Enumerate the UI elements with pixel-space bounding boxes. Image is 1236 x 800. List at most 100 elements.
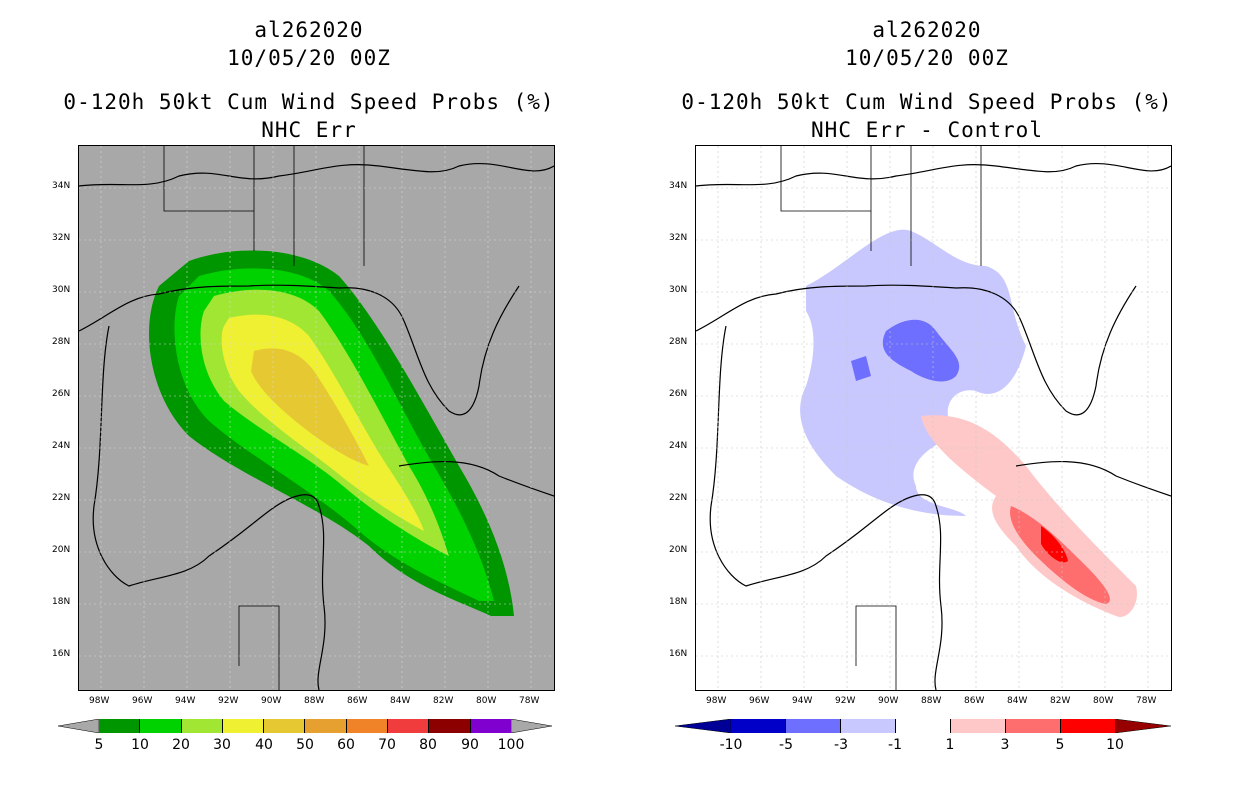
colorbar (99, 719, 511, 733)
lon-label: 86W (347, 696, 368, 706)
colorbar (731, 719, 1115, 733)
colorbar-label: -10 (719, 737, 743, 753)
colorbar-swatch (841, 719, 896, 733)
lon-label: 80W (1093, 696, 1114, 706)
lon-label: 78W (519, 696, 540, 706)
colorbar-label: 3 (1000, 737, 1010, 753)
colorbar-swatch (951, 719, 1006, 733)
lon-label: 98W (706, 696, 727, 706)
colorbar-swatch (305, 719, 347, 733)
lat-label: 28N (669, 337, 688, 347)
colorbar-swatch (346, 719, 389, 733)
lat-label: 16N (669, 649, 688, 659)
right-panel: al262020 10/05/20 00Z 0-120h 50kt Cum Wi… (618, 0, 1236, 800)
colorbar-swatch (731, 719, 786, 733)
lon-label: 84W (1007, 696, 1028, 706)
lon-label: 80W (476, 696, 497, 706)
colorbar-swatch (1006, 719, 1061, 733)
lat-label: 20N (52, 545, 71, 555)
lon-label: 98W (89, 696, 110, 706)
colorbar-label: -3 (834, 737, 848, 753)
lat-label: 26N (52, 389, 71, 399)
colorbar-swatch (470, 719, 511, 733)
colorbar-label: 100 (497, 737, 525, 753)
colorbar-label: 10 (131, 737, 149, 753)
lat-label: 34N (669, 181, 688, 191)
lon-label: 82W (1050, 696, 1071, 706)
plot-title: 0-120h 50kt Cum Wind Speed Probs (%) (681, 90, 1173, 114)
lon-label: 82W (433, 696, 454, 706)
colorbar-swatch (222, 719, 265, 733)
colorbar-swatch (1061, 719, 1115, 733)
colorbar-label: 40 (255, 737, 273, 753)
datetime: 10/05/20 00Z (845, 46, 1009, 70)
colorbar-swatch (786, 719, 841, 733)
lat-label: 18N (52, 597, 71, 607)
lat-label: 32N (669, 233, 688, 243)
lat-label: 30N (52, 285, 71, 295)
colorbar-label: 70 (378, 737, 396, 753)
lon-label: 96W (132, 696, 153, 706)
diff-contour-neg-light (800, 229, 1026, 516)
lat-label: 24N (52, 441, 71, 451)
lat-label: 16N (52, 649, 71, 659)
lon-label: 94W (792, 696, 813, 706)
lat-label: 32N (52, 233, 71, 243)
plot-subtitle: NHC Err (261, 118, 357, 142)
lon-label: 84W (390, 696, 411, 706)
colorbar-arrow-high (511, 719, 552, 733)
lon-label: 88W (921, 696, 942, 706)
lon-label: 92W (218, 696, 239, 706)
state-borders (780, 146, 982, 690)
colorbar-swatch (181, 719, 223, 733)
state-borders (163, 146, 365, 690)
colorbar-label: 90 (461, 737, 479, 753)
lat-label: 22N (52, 493, 71, 503)
lon-label: 96W (749, 696, 770, 706)
storm-id: al262020 (254, 18, 364, 42)
prob-contour-40 (251, 348, 369, 466)
storm-id: al262020 (872, 18, 982, 42)
lat-label: 22N (669, 493, 688, 503)
lat-label: 24N (669, 441, 688, 451)
colorbar-label: 30 (213, 737, 231, 753)
colorbar-label: 10 (1106, 737, 1124, 753)
lat-label: 28N (52, 337, 71, 347)
lat-label: 30N (669, 285, 688, 295)
colorbar-swatch (896, 719, 951, 733)
colorbar-label: 5 (94, 737, 104, 753)
colorbar-arrow-low (58, 719, 99, 733)
plot-subtitle: NHC Err - Control (811, 118, 1043, 142)
colorbar-swatch (99, 719, 141, 733)
colorbar-swatch (264, 719, 306, 733)
diff-contour-pos-high (1041, 526, 1068, 563)
colorbar-label: -1 (888, 737, 902, 753)
lat-label: 26N (669, 389, 688, 399)
colorbar-label: 50 (296, 737, 314, 753)
colorbar-swatch (388, 719, 430, 733)
lat-label: 34N (52, 181, 71, 191)
lon-label: 88W (304, 696, 325, 706)
datetime: 10/05/20 00Z (227, 46, 391, 70)
lon-label: 90W (261, 696, 282, 706)
colorbar-label: 5 (1055, 737, 1065, 753)
coastline (79, 162, 554, 690)
left-panel: al262020 10/05/20 00Z 0-120h 50kt Cum Wi… (52, 18, 555, 753)
colorbar-label: 80 (419, 737, 437, 753)
colorbar-label: 20 (172, 737, 190, 753)
lon-label: 94W (175, 696, 196, 706)
colorbar-arrow-low (675, 719, 731, 733)
diff-contour-neg-mid (882, 319, 960, 382)
lon-label: 78W (1136, 696, 1157, 706)
plot-title: 0-120h 50kt Cum Wind Speed Probs (%) (63, 90, 555, 114)
lon-label: 90W (878, 696, 899, 706)
colorbar-label: 1 (945, 737, 955, 753)
map-plot (695, 145, 1172, 691)
colorbar-label: -5 (779, 737, 793, 753)
diff-contour-neg-mid-2 (851, 356, 871, 381)
colorbar-swatch (140, 719, 182, 733)
lat-label: 20N (669, 545, 688, 555)
map-plot (78, 145, 555, 691)
lat-label: 18N (669, 597, 688, 607)
lon-label: 92W (835, 696, 856, 706)
